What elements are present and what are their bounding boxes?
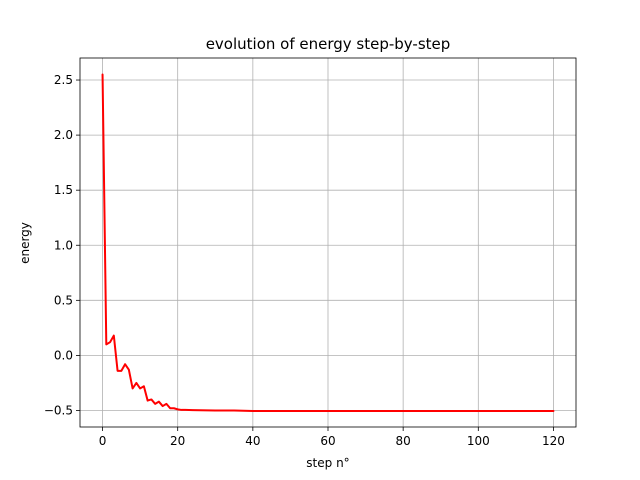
y-tick-label: 1.0 xyxy=(54,238,73,252)
y-tick-label: 0.0 xyxy=(54,348,73,362)
x-tick-label: 40 xyxy=(245,434,260,448)
x-tick-label: 20 xyxy=(170,434,185,448)
chart-title: evolution of energy step-by-step xyxy=(206,35,451,53)
y-tick-label: −0.5 xyxy=(44,403,73,417)
y-tick-label: 0.5 xyxy=(54,293,73,307)
x-tick-label: 60 xyxy=(320,434,335,448)
x-tick-label: 120 xyxy=(542,434,565,448)
y-tick-label: 1.5 xyxy=(54,183,73,197)
y-tick-label: 2.0 xyxy=(54,128,73,142)
y-axis: −0.5 0.0 0.5 1.0 1.5 2.0 2.5 xyxy=(44,73,80,417)
x-axis-label: step n° xyxy=(306,456,349,470)
x-tick-label: 100 xyxy=(467,434,490,448)
y-tick-label: 2.5 xyxy=(54,73,73,87)
grid xyxy=(80,58,576,427)
series-group xyxy=(101,73,555,413)
x-tick-label: 80 xyxy=(396,434,411,448)
y-axis-label: energy xyxy=(18,222,32,264)
x-tick-label: 0 xyxy=(99,434,107,448)
energy-series-line xyxy=(101,73,555,413)
x-axis: 0 20 40 60 80 100 120 xyxy=(99,427,565,448)
